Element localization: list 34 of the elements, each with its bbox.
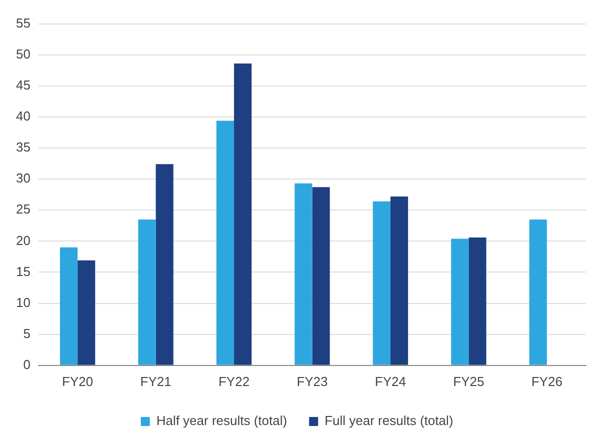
y-tick-label: 5 [23,326,30,341]
x-tick-label: FY25 [453,374,484,389]
bar [60,247,78,365]
y-tick-label: 0 [23,356,30,372]
legend-label: Half year results (total) [156,413,288,428]
bar [234,64,252,365]
bar [156,164,174,365]
x-tick-label: FY26 [531,374,562,389]
bar [390,196,408,365]
bar [138,219,156,365]
x-tick-label: FY20 [62,374,94,389]
bar [451,238,469,365]
y-tick-label: 15 [16,264,30,279]
bar [294,183,312,365]
y-tick-label: 20 [16,232,30,248]
y-tick-label: 10 [16,294,30,310]
bar [468,237,486,365]
bar [312,187,330,365]
x-tick-label: FY24 [374,374,406,389]
y-tick-label: 55 [16,15,30,30]
x-tick-label: FY23 [296,374,328,389]
y-tick-label: 35 [16,140,30,155]
bar [78,260,96,365]
x-tick-label: FY22 [218,374,250,389]
x-tick-label: FY21 [140,374,172,389]
bar [529,219,547,365]
bar [216,120,234,365]
y-tick-label: 50 [16,46,30,62]
y-tick-label: 25 [16,202,30,217]
y-tick-label: 40 [16,108,30,124]
y-tick-label: 45 [16,77,30,92]
bar [372,201,390,365]
legend-label: Full year results (total) [324,413,454,428]
y-tick-label: 30 [16,170,30,186]
